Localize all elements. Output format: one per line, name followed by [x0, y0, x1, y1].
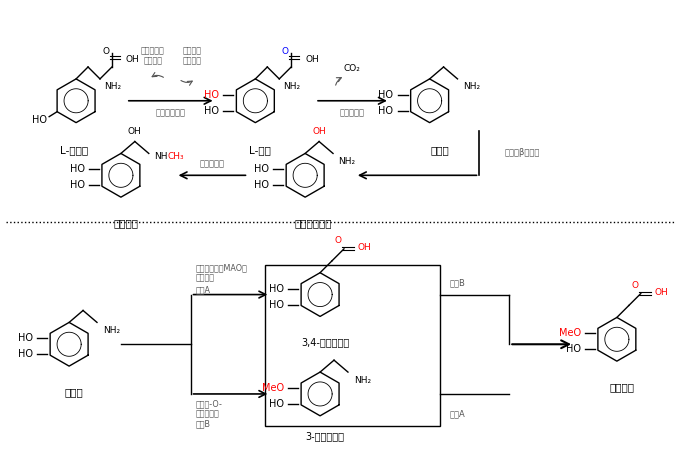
Text: OH: OH	[126, 54, 139, 63]
Text: MeO: MeO	[559, 328, 581, 338]
Text: HO: HO	[269, 300, 284, 310]
Text: HO: HO	[254, 180, 269, 190]
Text: 去甲肾上腺素: 去甲肾上腺素	[294, 218, 332, 228]
Text: HO: HO	[18, 349, 33, 359]
Text: NH₂: NH₂	[464, 82, 481, 91]
Text: 单胺氧化酶（MAO）: 单胺氧化酶（MAO）	[196, 263, 248, 272]
Text: HO: HO	[204, 106, 219, 116]
Text: NH₂: NH₂	[338, 157, 355, 166]
Text: HO: HO	[378, 90, 393, 100]
Text: CO₂: CO₂	[343, 64, 360, 73]
Text: HO: HO	[18, 333, 33, 343]
Text: 条件B: 条件B	[196, 419, 211, 428]
Text: HO: HO	[204, 90, 219, 100]
Text: 氧气，四氢
生物蝶啶: 氧气，四氢 生物蝶啶	[141, 46, 165, 66]
Text: OH: OH	[358, 243, 372, 252]
Text: 多巴胺β羟化酶: 多巴胺β羟化酶	[505, 148, 540, 157]
Text: 水，二氢
生物蝶啶: 水，二氢 生物蝶啶	[183, 46, 202, 66]
Text: NH₂: NH₂	[354, 376, 371, 385]
Text: O: O	[103, 47, 109, 56]
Text: HO: HO	[69, 180, 84, 190]
Text: HO: HO	[254, 164, 269, 174]
Text: OH: OH	[305, 54, 319, 63]
Text: O: O	[631, 281, 639, 290]
Text: 酪氨酸羟化酶: 酪氨酸羟化酶	[156, 108, 186, 117]
Text: L-酪氨酸: L-酪氨酸	[60, 145, 88, 155]
Text: HO: HO	[378, 106, 393, 116]
Text: 条件B: 条件B	[449, 278, 465, 287]
Bar	[265, 265, 439, 426]
Text: HO: HO	[69, 164, 84, 174]
Text: NH: NH	[154, 152, 167, 161]
Text: HO: HO	[32, 115, 47, 125]
Text: CH₃: CH₃	[168, 152, 184, 161]
Text: O: O	[335, 236, 341, 245]
Text: 高香草酸: 高香草酸	[609, 382, 634, 392]
Text: OH: OH	[128, 127, 141, 136]
Text: 肾上腺素: 肾上腺素	[114, 218, 138, 228]
Text: 儿茶酚-O-: 儿茶酚-O-	[196, 400, 222, 409]
Text: MeO: MeO	[262, 383, 284, 393]
Text: NH₂: NH₂	[284, 82, 301, 91]
Text: HO: HO	[269, 284, 284, 293]
Text: HO: HO	[566, 344, 581, 354]
Text: 3-甲氧基酪胺: 3-甲氧基酪胺	[305, 431, 345, 441]
Text: 多巴脱羧酶: 多巴脱羧酶	[339, 108, 364, 117]
Text: L-多巴: L-多巴	[250, 145, 271, 155]
Text: O: O	[282, 47, 289, 56]
Text: 醛脱氢酶: 醛脱氢酶	[196, 273, 215, 282]
Text: 甲基转移酶: 甲基转移酶	[196, 410, 220, 418]
Text: OH: OH	[312, 127, 326, 136]
Text: 多巴胺: 多巴胺	[430, 145, 449, 155]
Text: 多巴胺: 多巴胺	[65, 387, 84, 397]
Text: NH₂: NH₂	[103, 326, 120, 335]
Text: OH: OH	[655, 288, 668, 297]
Text: NH₂: NH₂	[104, 82, 121, 91]
Text: 3,4-二羟苯乙酸: 3,4-二羟苯乙酸	[301, 337, 350, 347]
Text: 甲基转移酶: 甲基转移酶	[200, 159, 225, 168]
Text: HO: HO	[269, 399, 284, 409]
Text: 条件A: 条件A	[449, 410, 465, 418]
Text: 条件A: 条件A	[196, 285, 211, 294]
